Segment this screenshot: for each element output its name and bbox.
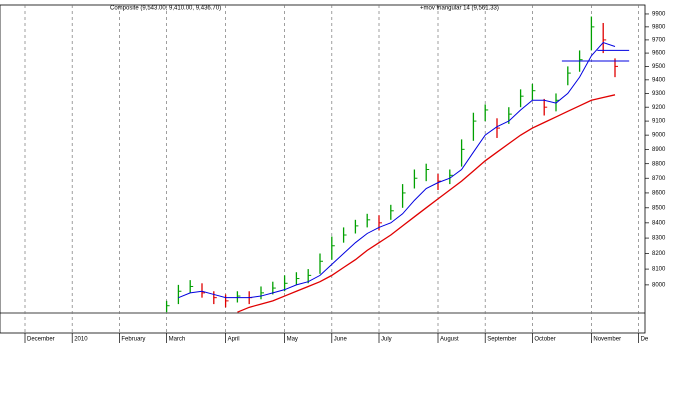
y-tick-label: 9200 [652, 105, 666, 111]
y-tick-label: 9100 [652, 119, 666, 125]
y-tick-label: 9600 [652, 51, 666, 57]
x-tick-label: August [440, 337, 459, 343]
x-tick-label: December [27, 337, 55, 343]
y-tick-label: 9800 [652, 24, 666, 30]
y-tick-label: 9000 [652, 133, 666, 139]
x-tick-label: May [287, 337, 298, 343]
y-tick-label: 8600 [652, 191, 666, 197]
y-tick-label: 8300 [652, 236, 666, 242]
y-tick-label: 8000 [652, 282, 666, 288]
x-tick-label: November [593, 337, 621, 343]
x-tick-label: July [381, 337, 392, 343]
y-tick-label: 9300 [652, 91, 666, 97]
plot-frame [0, 4, 646, 334]
y-tick-label: 9500 [652, 64, 666, 70]
x-tick-label: 2010 [74, 337, 88, 343]
x-tick-label: March [169, 337, 186, 343]
moving-average [237, 94, 616, 313]
x-tick-label: April [228, 337, 240, 343]
y-tick-label: 8500 [652, 205, 666, 211]
x-tick-label: February [121, 337, 145, 343]
y-tick-label: 9900 [652, 12, 666, 18]
moving-average [178, 41, 616, 299]
chart-title: Composite (9,543.00, 9,410.00, 9,436.70) [110, 6, 221, 12]
x-tick-label: October [534, 337, 555, 343]
y-tick-label: 8900 [652, 147, 666, 153]
y-tick-label: 8800 [652, 161, 666, 167]
chart-subtitle: +mov triangular 14 (9,561.33) [420, 6, 499, 12]
x-tick-label: De [641, 337, 649, 343]
y-tick-label: 8100 [652, 267, 666, 273]
y-tick-label: 8200 [652, 251, 666, 257]
y-tick-label: 8400 [652, 220, 666, 226]
y-tick-label: 9700 [652, 37, 666, 43]
x-tick-label: June [334, 337, 348, 343]
y-tick-label: 8700 [652, 176, 666, 182]
x-tick-label: September [487, 337, 516, 343]
y-tick-label: 9400 [652, 77, 666, 83]
